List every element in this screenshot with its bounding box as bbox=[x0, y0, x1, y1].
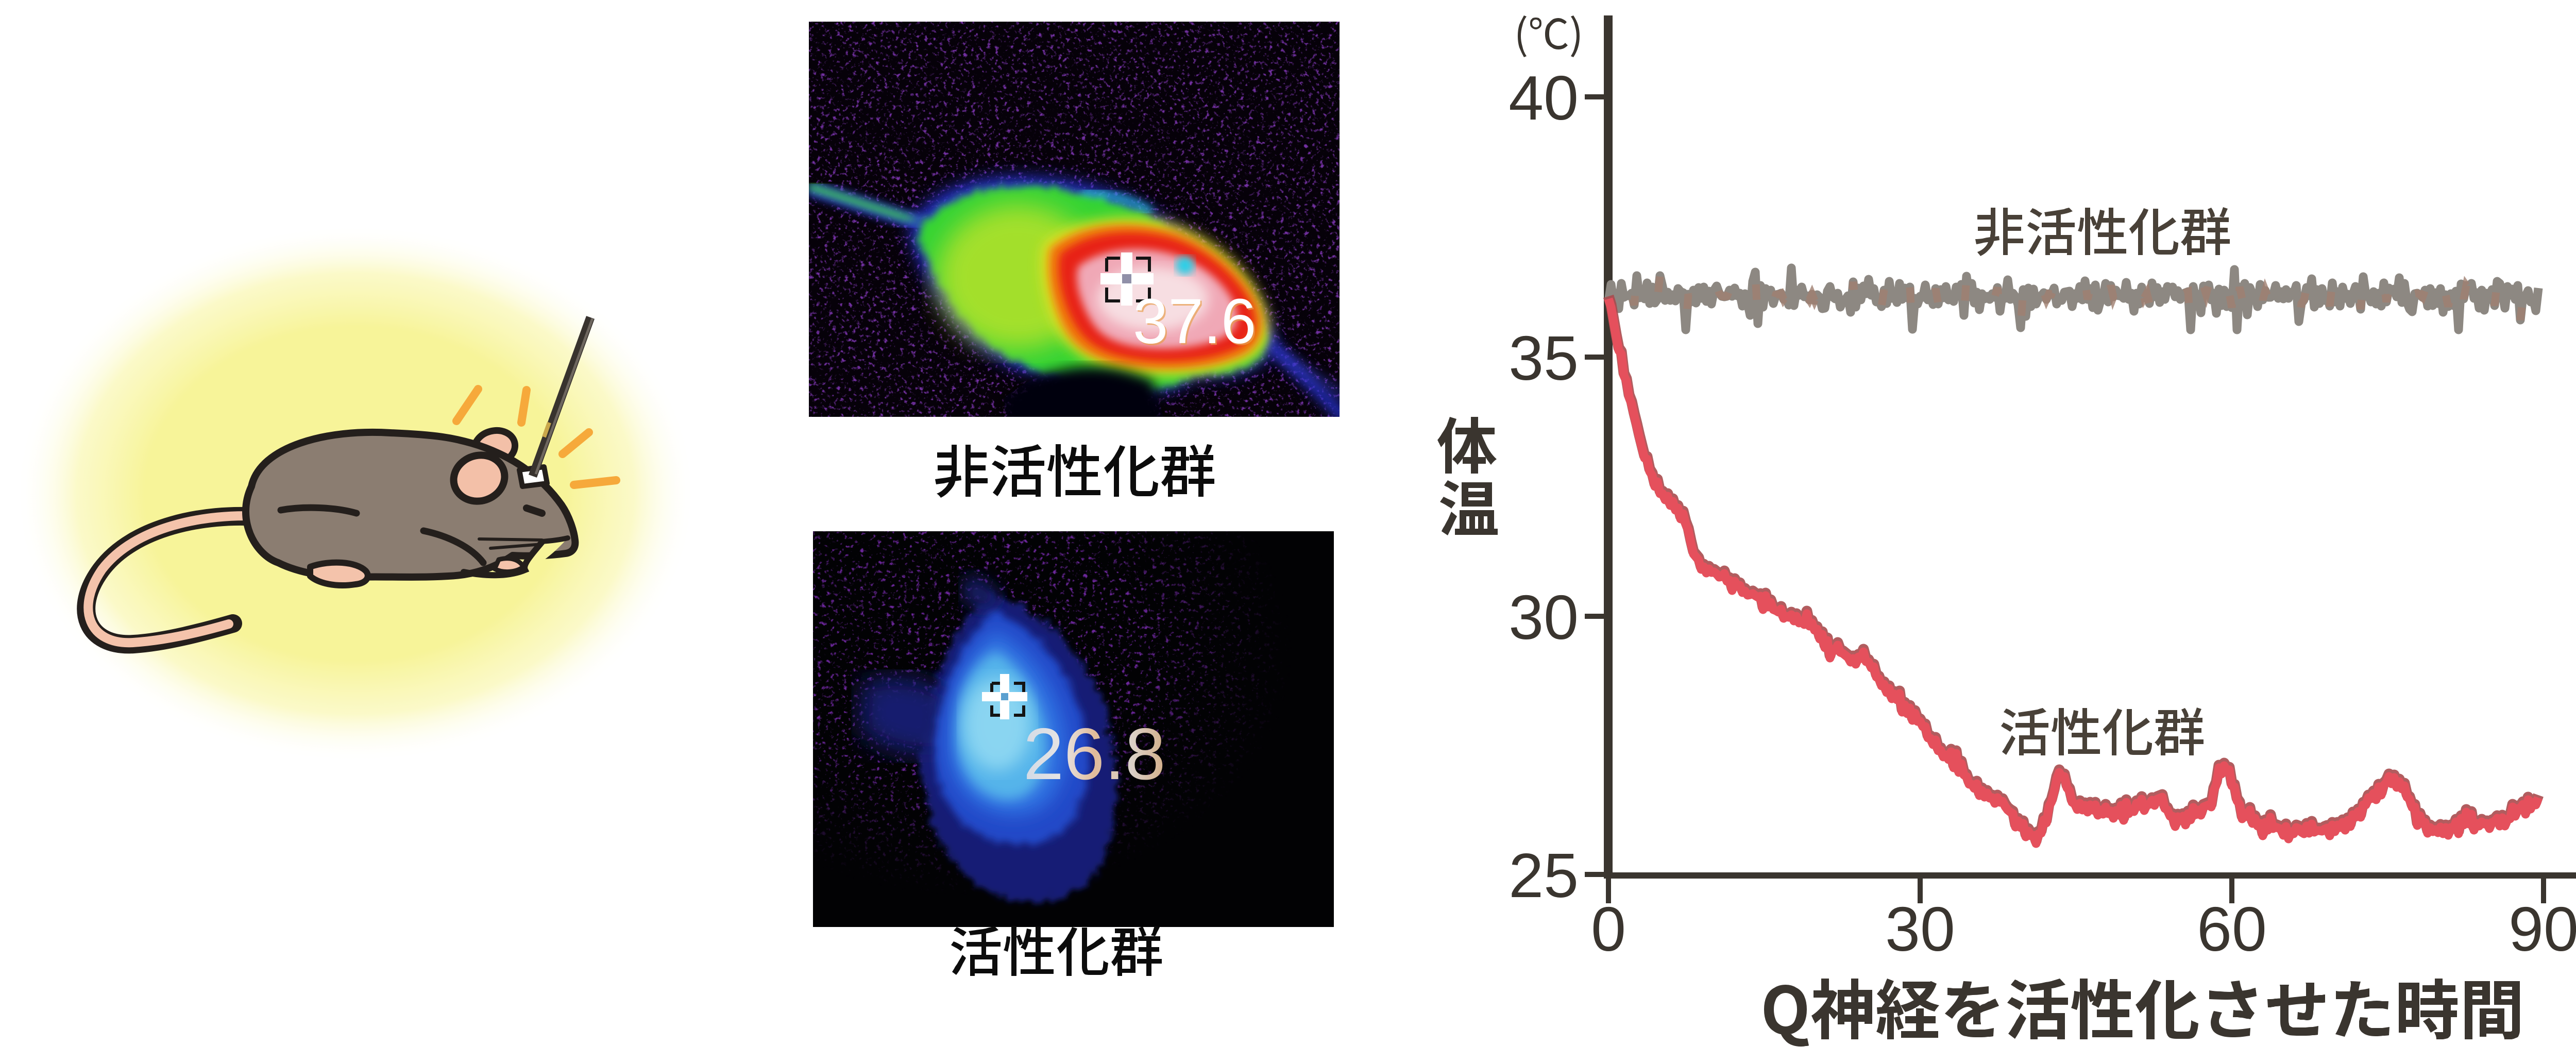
svg-text:60: 60 bbox=[2197, 894, 2267, 964]
svg-text:40: 40 bbox=[1509, 63, 1579, 133]
svg-text:90: 90 bbox=[2509, 894, 2576, 964]
svg-text:0: 0 bbox=[1591, 894, 1626, 964]
svg-text:30: 30 bbox=[1885, 894, 1955, 964]
svg-text:37.6: 37.6 bbox=[1133, 286, 1256, 357]
svg-text:35: 35 bbox=[1509, 323, 1579, 393]
svg-text:30: 30 bbox=[1509, 582, 1579, 652]
svg-text:25: 25 bbox=[1509, 840, 1579, 911]
svg-text:37.6: 37.6 bbox=[1134, 288, 1258, 359]
svg-text:26.8: 26.8 bbox=[1023, 713, 1165, 795]
